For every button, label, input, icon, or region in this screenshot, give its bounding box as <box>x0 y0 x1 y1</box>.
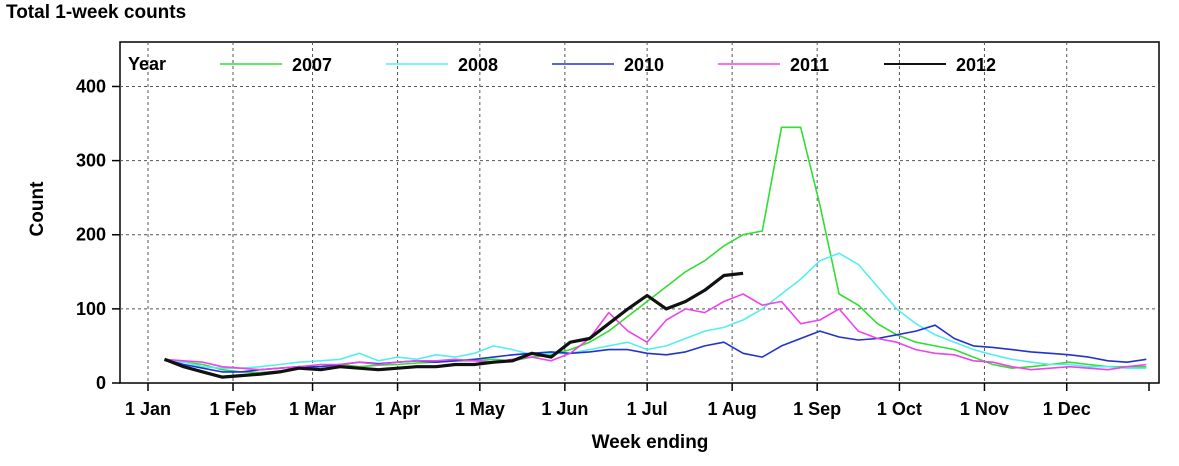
grid <box>120 42 1159 383</box>
legend-label-2011: 2011 <box>790 55 829 75</box>
x-tick-label: 1 Oct <box>877 399 922 419</box>
series-line-2011 <box>164 293 1147 371</box>
legend-title: Year <box>128 54 166 74</box>
series-line-2007 <box>164 126 1147 374</box>
legend-label-2008: 2008 <box>458 55 498 75</box>
series-line-2010 <box>164 324 1147 373</box>
y-tick-label: 200 <box>76 225 106 245</box>
legend-label-2012: 2012 <box>956 55 996 75</box>
x-tick-label: 1 Jul <box>627 399 668 419</box>
series-line-2008 <box>164 252 1147 370</box>
x-tick-label: 1 Aug <box>707 399 756 419</box>
y-tick-label: 0 <box>96 373 106 393</box>
x-tick-label: 1 Sep <box>793 399 841 419</box>
y-tick-label: 400 <box>76 76 106 96</box>
legend: Year 2007 2008 2010 2011 2012 <box>128 54 996 75</box>
y-tick-label: 300 <box>76 151 106 171</box>
x-tick-label: 1 Apr <box>375 399 420 419</box>
x-tick-label: 1 Feb <box>210 399 257 419</box>
x-tick-label: 1 Jan <box>125 399 171 419</box>
axes: 1 Jan 1 Feb 1 Mar 1 Apr 1 May 1 Jun 1 Jul 1 Aug… <box>76 76 1150 419</box>
x-tick-label: 1 Jun <box>541 399 588 419</box>
x-axis-label: Week ending <box>591 432 709 453</box>
x-tick-label: 1 Mar <box>289 399 336 419</box>
x-tick-label: 1 Nov <box>960 399 1009 419</box>
chart-title: Total 1-week counts <box>6 2 187 23</box>
plot-frame <box>119 41 1160 384</box>
x-tick-label: 1 May <box>455 399 505 419</box>
series-layer <box>163 126 1147 379</box>
y-tick-label: 100 <box>76 299 106 319</box>
series-line-2012 <box>163 271 744 379</box>
legend-label-2010: 2010 <box>624 55 664 75</box>
x-tick-label: 1 Dec <box>1043 399 1091 419</box>
legend-label-2007: 2007 <box>292 55 332 75</box>
